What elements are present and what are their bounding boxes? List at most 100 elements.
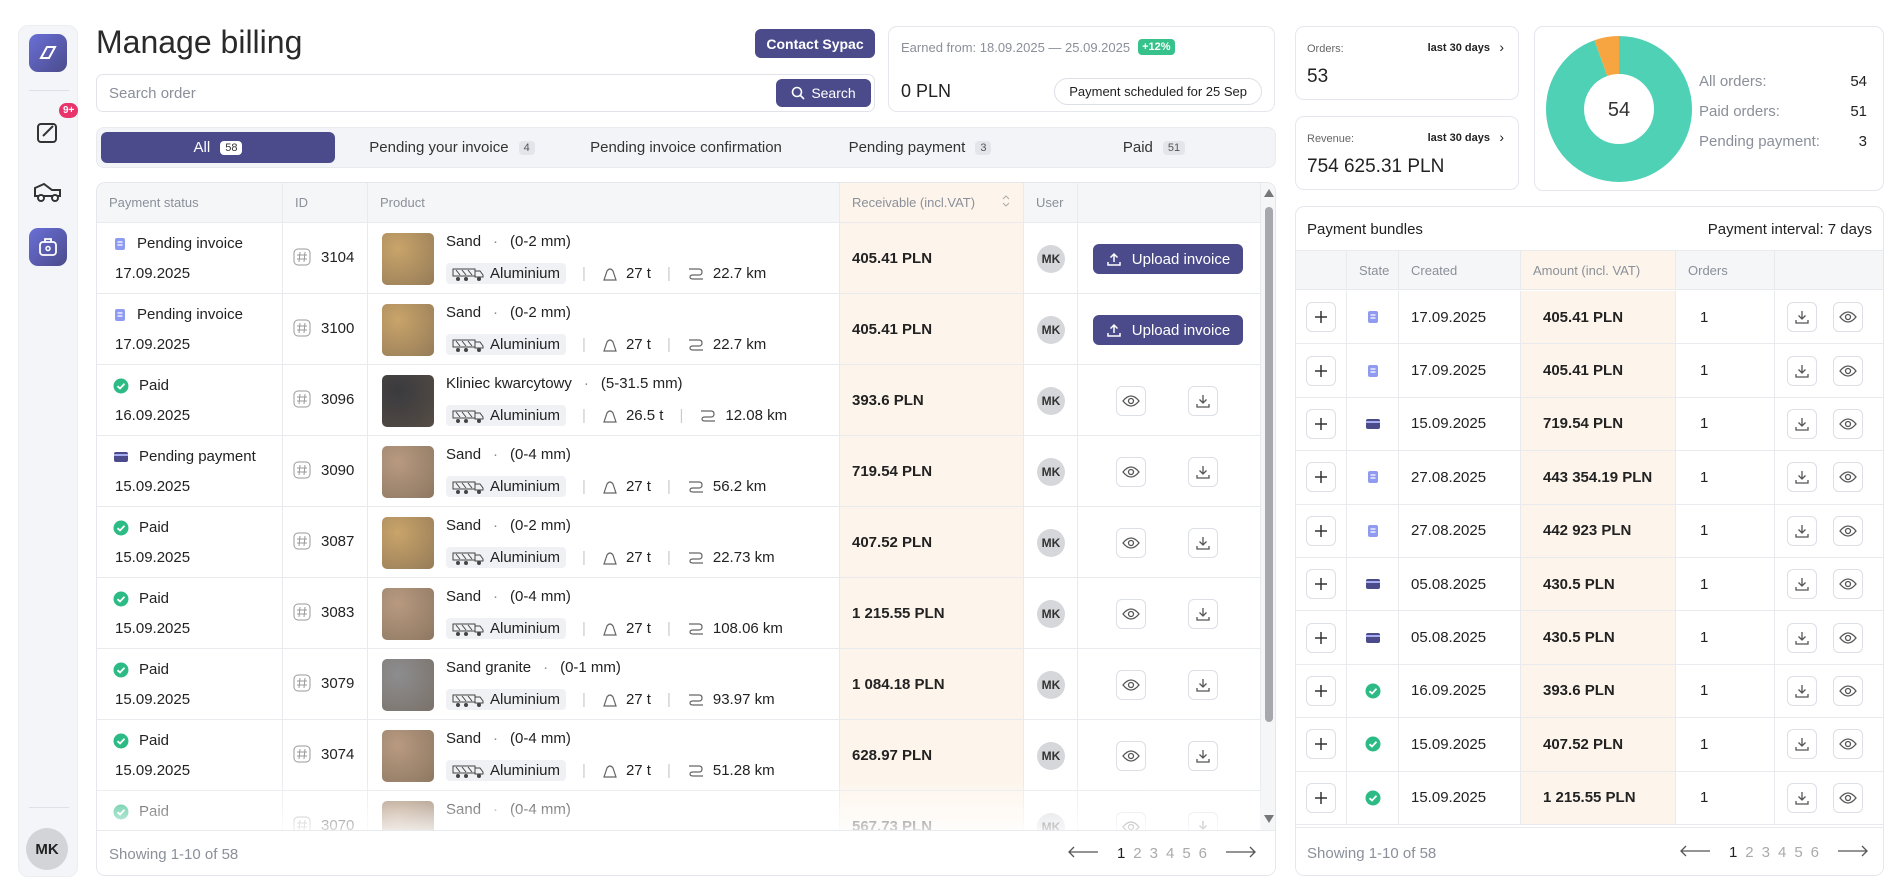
table-cell [1775,451,1883,503]
table-cell [1296,771,1347,824]
search-button[interactable]: Search [776,79,871,107]
table-cell: 1 215.55 PLN [840,578,1024,648]
tab[interactable]: Paid 51 [1037,132,1271,163]
expand-button[interactable] [1306,675,1336,706]
orders-count: 1 [1700,682,1709,700]
expand-button[interactable] [1306,302,1336,333]
table-cell [1078,720,1261,790]
expand-button[interactable] [1306,622,1336,653]
transport-nav[interactable] [32,178,64,209]
view-button[interactable] [1116,386,1146,416]
page-number[interactable]: 5 [1794,844,1803,861]
view-button[interactable] [1833,355,1863,386]
page-number[interactable]: 2 [1133,845,1142,862]
expand-button[interactable] [1306,462,1336,493]
page-number[interactable]: 4 [1777,844,1787,861]
view-button[interactable] [1116,599,1146,629]
upload-invoice-button[interactable]: Upload invoice [1093,244,1243,274]
table-cell: 442 923 PLN [1521,504,1676,557]
view-button[interactable] [1116,670,1146,700]
download-button[interactable] [1787,622,1817,653]
billing-nav[interactable] [29,228,67,266]
next-page[interactable] [1225,845,1257,862]
expand-button[interactable] [1306,569,1336,600]
expand-button[interactable] [1306,782,1336,813]
page-number[interactable]: 3 [1761,844,1770,861]
page-number[interactable]: 1 [1116,845,1126,862]
table-cell: 16.09.2025 [1399,664,1521,718]
contact-button[interactable]: Contact Sypac [755,29,875,58]
page-number[interactable]: 6 [1198,845,1207,862]
download-button[interactable] [1188,599,1218,629]
view-button[interactable] [1833,622,1863,653]
product-size: (0-2 mm) [510,304,571,321]
view-button[interactable] [1833,408,1863,439]
page-number[interactable]: 1 [1728,844,1738,861]
tab[interactable]: All 58 [101,132,335,163]
download-button[interactable] [1787,408,1817,439]
id-text: 3079 [321,674,355,692]
download-button[interactable] [1787,729,1817,760]
next-page[interactable] [1837,844,1869,861]
revenue-card-period[interactable]: last 30 days [1427,132,1490,144]
donut-chart: 54 [1546,36,1692,182]
page-number[interactable]: 6 [1810,844,1819,861]
sort-icon[interactable] [1001,194,1011,211]
page-number[interactable]: 4 [1165,845,1175,862]
expand-button[interactable] [1306,408,1336,439]
view-button[interactable] [1833,675,1863,706]
page-number[interactable]: 3 [1149,845,1158,862]
product-details: Aluminium | 27 t | 93.97 km [446,689,775,710]
download-button[interactable] [1787,515,1817,546]
header-cell [1296,251,1347,289]
page-number[interactable]: 2 [1745,844,1754,861]
order-row: Paid 16.09.2025 3096 Kliniec kwarcytowy · (5-… [97,365,1261,436]
download-button[interactable] [1188,457,1218,487]
download-button[interactable] [1787,675,1817,706]
download-button[interactable] [1787,569,1817,600]
view-button[interactable] [1833,782,1863,813]
view-button[interactable] [1833,302,1863,333]
view-button[interactable] [1833,515,1863,546]
tab[interactable]: Pending your invoice 4 [335,132,569,163]
view-button[interactable] [1116,741,1146,771]
tab[interactable]: Pending invoice confirmation [569,132,803,163]
divider: | [666,478,671,495]
table-cell: Pending payment 15.09.2025 [97,436,283,506]
download-button[interactable] [1188,528,1218,558]
download-button[interactable] [1188,741,1218,771]
download-button[interactable] [1188,670,1218,700]
prev-page[interactable] [1679,844,1711,861]
view-button[interactable] [1116,457,1146,487]
orders-count: 1 [1700,629,1709,647]
tab[interactable]: Pending payment 3 [803,132,1037,163]
prev-page[interactable] [1067,845,1099,862]
status-icon [113,450,129,464]
view-button[interactable] [1116,528,1146,558]
download-button[interactable] [1787,355,1817,386]
expand-button[interactable] [1306,515,1336,546]
expand-button[interactable] [1306,729,1336,760]
route-icon [687,337,705,353]
view-button[interactable] [1833,462,1863,493]
orders-card-period[interactable]: last 30 days [1427,42,1490,54]
logo[interactable] [29,34,67,72]
download-button[interactable] [1787,302,1817,333]
orders-nav[interactable] [35,120,61,151]
hash-icon [293,603,311,621]
download-button[interactable] [1188,386,1218,416]
expand-button[interactable] [1306,355,1336,386]
view-button[interactable] [1833,729,1863,760]
view-button[interactable] [1833,569,1863,600]
revenue-card-label: Revenue: [1307,133,1355,145]
download-button[interactable] [1787,462,1817,493]
order-id: 3074 [293,745,354,763]
search-box[interactable]: Search order Search [96,74,875,112]
download-button[interactable] [1787,782,1817,813]
page-number[interactable]: 5 [1182,845,1191,862]
revenue-card-value: 754 625.31 PLN [1307,156,1445,177]
avatar[interactable]: MK [26,828,68,870]
upload-invoice-button[interactable]: Upload invoice [1093,315,1243,345]
status-text: Pending invoice [137,306,243,323]
